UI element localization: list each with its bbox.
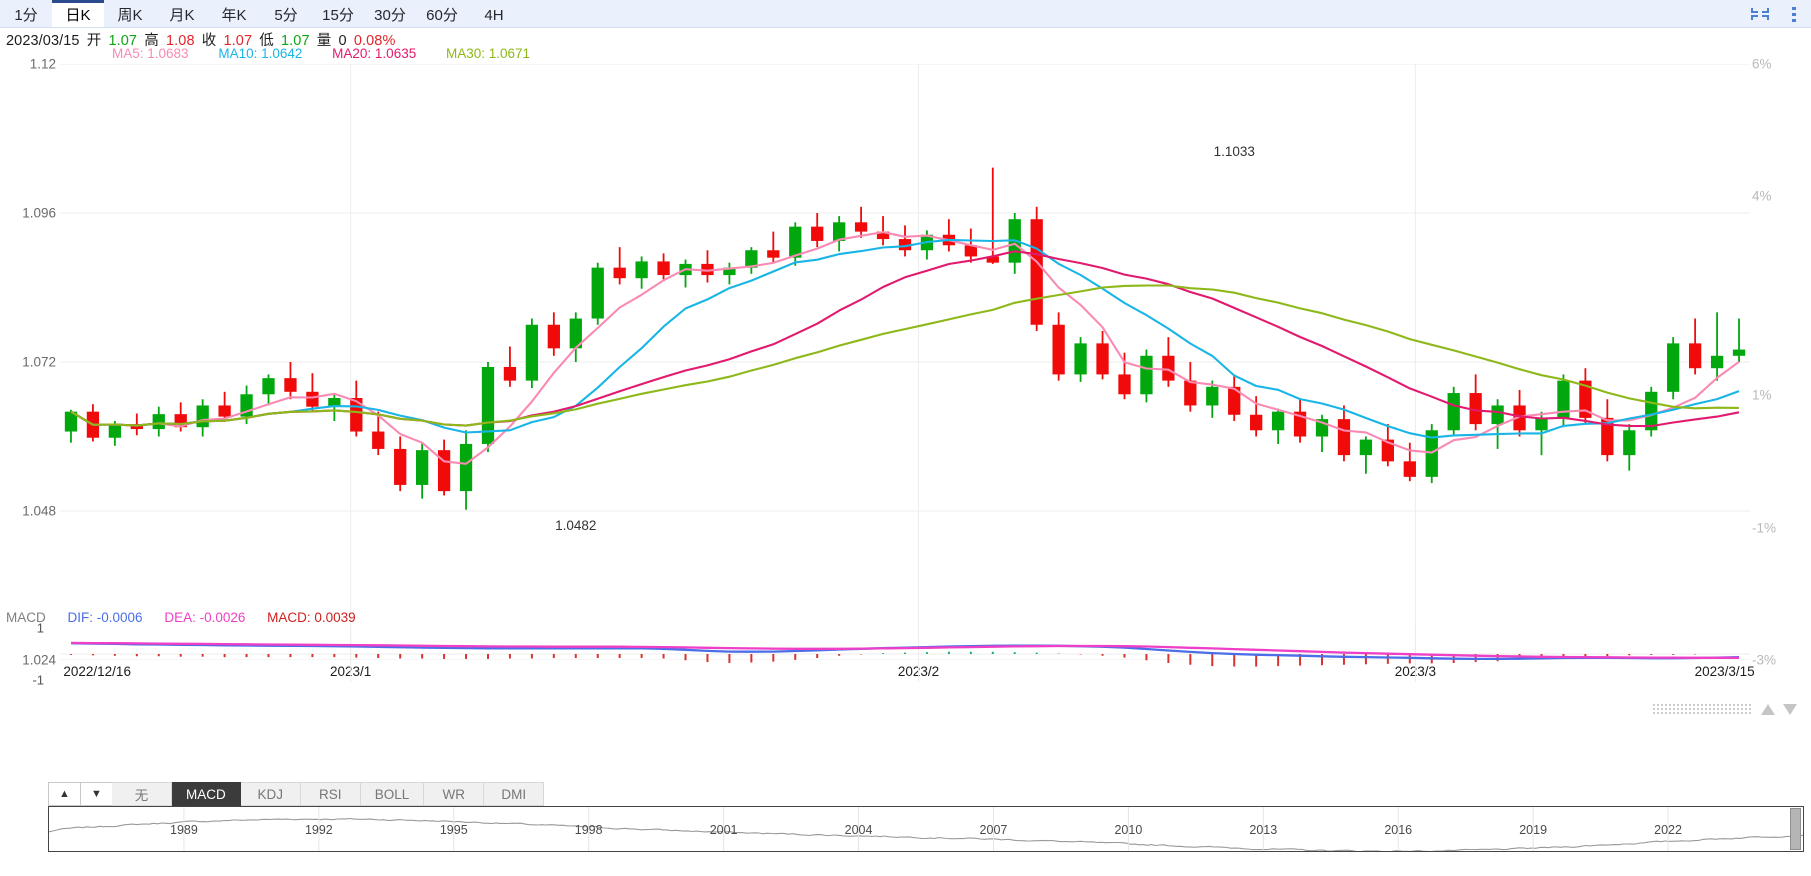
indicator-tab-wr[interactable]: WR bbox=[424, 782, 485, 806]
period-tab-label: 月K bbox=[169, 6, 195, 24]
period-tab-4h[interactable]: 4H bbox=[468, 0, 520, 27]
macd-axis-top: 1 bbox=[36, 620, 44, 636]
quote-high-value: 1.08 bbox=[165, 33, 195, 49]
navigator-year-label: 1989 bbox=[170, 823, 198, 837]
navigator-year-label: 2016 bbox=[1384, 823, 1413, 837]
percent-tick-label: 4% bbox=[1752, 188, 1772, 204]
collapse-icon[interactable] bbox=[1743, 0, 1777, 27]
macd-axis-bottom: -1 bbox=[32, 672, 44, 688]
period-tab-label: 4H bbox=[484, 6, 504, 24]
macd-legend: MACD DIF: -0.0006 DEA: -0.0026 MACD: 0.0… bbox=[6, 610, 374, 625]
indicator-tab-boll[interactable]: BOLL bbox=[360, 782, 425, 806]
indicator-tab-none[interactable]: 无 bbox=[112, 782, 172, 806]
quote-open-value: 1.07 bbox=[108, 33, 138, 49]
indicator-tab-rsi[interactable]: RSI bbox=[300, 782, 361, 806]
ma5-legend: MA5: 1.0683 bbox=[112, 46, 189, 61]
price-tick-label: 1.048 bbox=[22, 503, 56, 519]
quote-change-pct: 0.08% bbox=[353, 33, 396, 49]
period-tab-yearly[interactable]: 年K bbox=[208, 0, 260, 27]
navigator-range-handle[interactable] bbox=[1790, 808, 1801, 850]
scroll-down-arrow[interactable] bbox=[1783, 703, 1797, 715]
quote-high-label: 高 bbox=[144, 33, 159, 49]
navigator-year-label: 2007 bbox=[979, 823, 1008, 837]
price-tick-label: 1.12 bbox=[29, 56, 56, 72]
navigator-year-label: 1998 bbox=[574, 823, 603, 837]
navigator-year-label: 2004 bbox=[844, 823, 873, 837]
percent-tick-label: -1% bbox=[1752, 520, 1777, 536]
percent-tick-label: -3% bbox=[1752, 652, 1777, 668]
candlestick-chart-area[interactable]: 1.12 1.096 1.072 1.048 1.024 6% 4% 1% -1% -3% 20… bbox=[0, 57, 1811, 684]
period-tab-label: 年K bbox=[221, 6, 247, 24]
range-navigator[interactable]: 1989 1992 1995 1998 2001 2004 2007 2010 2013 2016… bbox=[48, 806, 1804, 852]
period-tab-60m[interactable]: 60分 bbox=[416, 0, 468, 27]
quote-low-label: 低 bbox=[259, 33, 274, 49]
period-tab-label: 1分 bbox=[14, 6, 38, 24]
quote-low-value: 1.07 bbox=[281, 33, 310, 49]
period-tab-daily[interactable]: 日K bbox=[52, 0, 104, 27]
quote-open-label: 开 bbox=[86, 33, 102, 49]
price-tick-label: 1.096 bbox=[22, 205, 56, 221]
period-tab-30m[interactable]: 30分 bbox=[364, 0, 416, 27]
macd-dea-value: DEA: -0.0026 bbox=[164, 610, 246, 625]
period-tab-label: 15分 bbox=[322, 6, 354, 24]
quote-volume-value: 0 bbox=[338, 33, 347, 49]
percent-axis-right: 6% 4% 1% -1% -3% bbox=[1752, 57, 1808, 668]
ma20-legend: MA20: 1.0635 bbox=[332, 46, 417, 61]
indicator-tab-dmi[interactable]: DMI bbox=[484, 782, 545, 806]
navigator-year-label: 2001 bbox=[709, 823, 738, 837]
period-tab-label: 日K bbox=[65, 6, 91, 24]
macd-title: MACD bbox=[6, 610, 46, 625]
navigator-year-label: 2013 bbox=[1249, 823, 1278, 837]
period-tab-weekly[interactable]: 周K bbox=[104, 0, 156, 27]
ma10-legend: MA10: 1.0642 bbox=[218, 46, 303, 61]
ma30-legend: MA30: 1.0671 bbox=[445, 46, 531, 61]
price-annotation-low: 1.0482 bbox=[555, 517, 597, 533]
period-tab-1m[interactable]: 1分 bbox=[0, 0, 52, 27]
navigator-year-label: 1995 bbox=[439, 823, 468, 837]
quote-date: 2023/03/15 bbox=[6, 33, 80, 49]
moving-average-legend: MA5: 1.0683 MA10: 1.0642 MA20: 1.0635 MA… bbox=[112, 46, 556, 61]
percent-tick-label: 6% bbox=[1752, 56, 1772, 72]
period-tab-label: 周K bbox=[117, 6, 143, 24]
quote-volume-label: 量 bbox=[316, 33, 332, 49]
macd-dif-value: DIF: -0.0006 bbox=[67, 610, 143, 625]
indicator-next-arrow[interactable]: ▼ bbox=[80, 782, 112, 806]
macd-panel[interactable]: MACD DIF: -0.0006 DEA: -0.0026 MACD: 0.0… bbox=[0, 604, 1811, 688]
navigator-year-label: 1992 bbox=[304, 823, 333, 837]
period-tab-label: 5分 bbox=[274, 6, 298, 24]
price-annotation-high: 1.1033 bbox=[1213, 143, 1255, 159]
candlestick-plot[interactable] bbox=[60, 64, 1750, 660]
percent-tick-label: 1% bbox=[1752, 387, 1772, 403]
period-tab-label: 60分 bbox=[426, 6, 458, 24]
navigator-plot[interactable] bbox=[49, 807, 1803, 851]
quote-info-line: 2023/03/15 开 1.07 高 1.08 收 1.07 低 1.07 量… bbox=[6, 29, 398, 50]
indicator-tab-bar: ▲ ▼ 无 MACD KDJ RSI BOLL WR DMI bbox=[48, 782, 545, 806]
drag-handle[interactable] bbox=[1653, 703, 1753, 715]
period-tab-5m[interactable]: 5分 bbox=[260, 0, 312, 27]
price-axis-left: 1.12 1.096 1.072 1.048 1.024 bbox=[0, 57, 56, 668]
price-tick-label: 1.072 bbox=[22, 354, 56, 370]
period-tab-monthly[interactable]: 月K bbox=[156, 0, 208, 27]
scroll-up-arrow[interactable] bbox=[1761, 703, 1775, 715]
indicator-tab-macd[interactable]: MACD bbox=[172, 782, 241, 806]
period-tab-bar: 1分 日K 周K 月K 年K 5分 15分 30分 60分 4H bbox=[0, 0, 1811, 28]
quote-close-label: 收 bbox=[201, 33, 217, 49]
period-tab-label: 30分 bbox=[374, 6, 406, 24]
quote-close-value: 1.07 bbox=[223, 33, 253, 49]
macd-value: MACD: 0.0039 bbox=[267, 610, 356, 625]
macd-plot[interactable] bbox=[60, 626, 1750, 682]
navigator-year-label: 2022 bbox=[1654, 823, 1682, 837]
period-tab-15m[interactable]: 15分 bbox=[312, 0, 364, 27]
navigator-year-label: 2010 bbox=[1114, 823, 1143, 837]
date-tick-label: 2023/3/15 bbox=[1694, 664, 1755, 679]
toolbar-spacer bbox=[520, 0, 1743, 27]
price-tick-label: 1.024 bbox=[22, 652, 56, 668]
indicator-tab-kdj[interactable]: KDJ bbox=[240, 782, 301, 806]
panel-resize-zone[interactable] bbox=[1637, 700, 1797, 718]
indicator-prev-arrow[interactable]: ▲ bbox=[48, 782, 80, 806]
date-tick-label: 2022/12/16 bbox=[63, 664, 131, 679]
navigator-year-label: 2019 bbox=[1519, 823, 1548, 837]
more-vertical-icon[interactable] bbox=[1777, 0, 1811, 27]
